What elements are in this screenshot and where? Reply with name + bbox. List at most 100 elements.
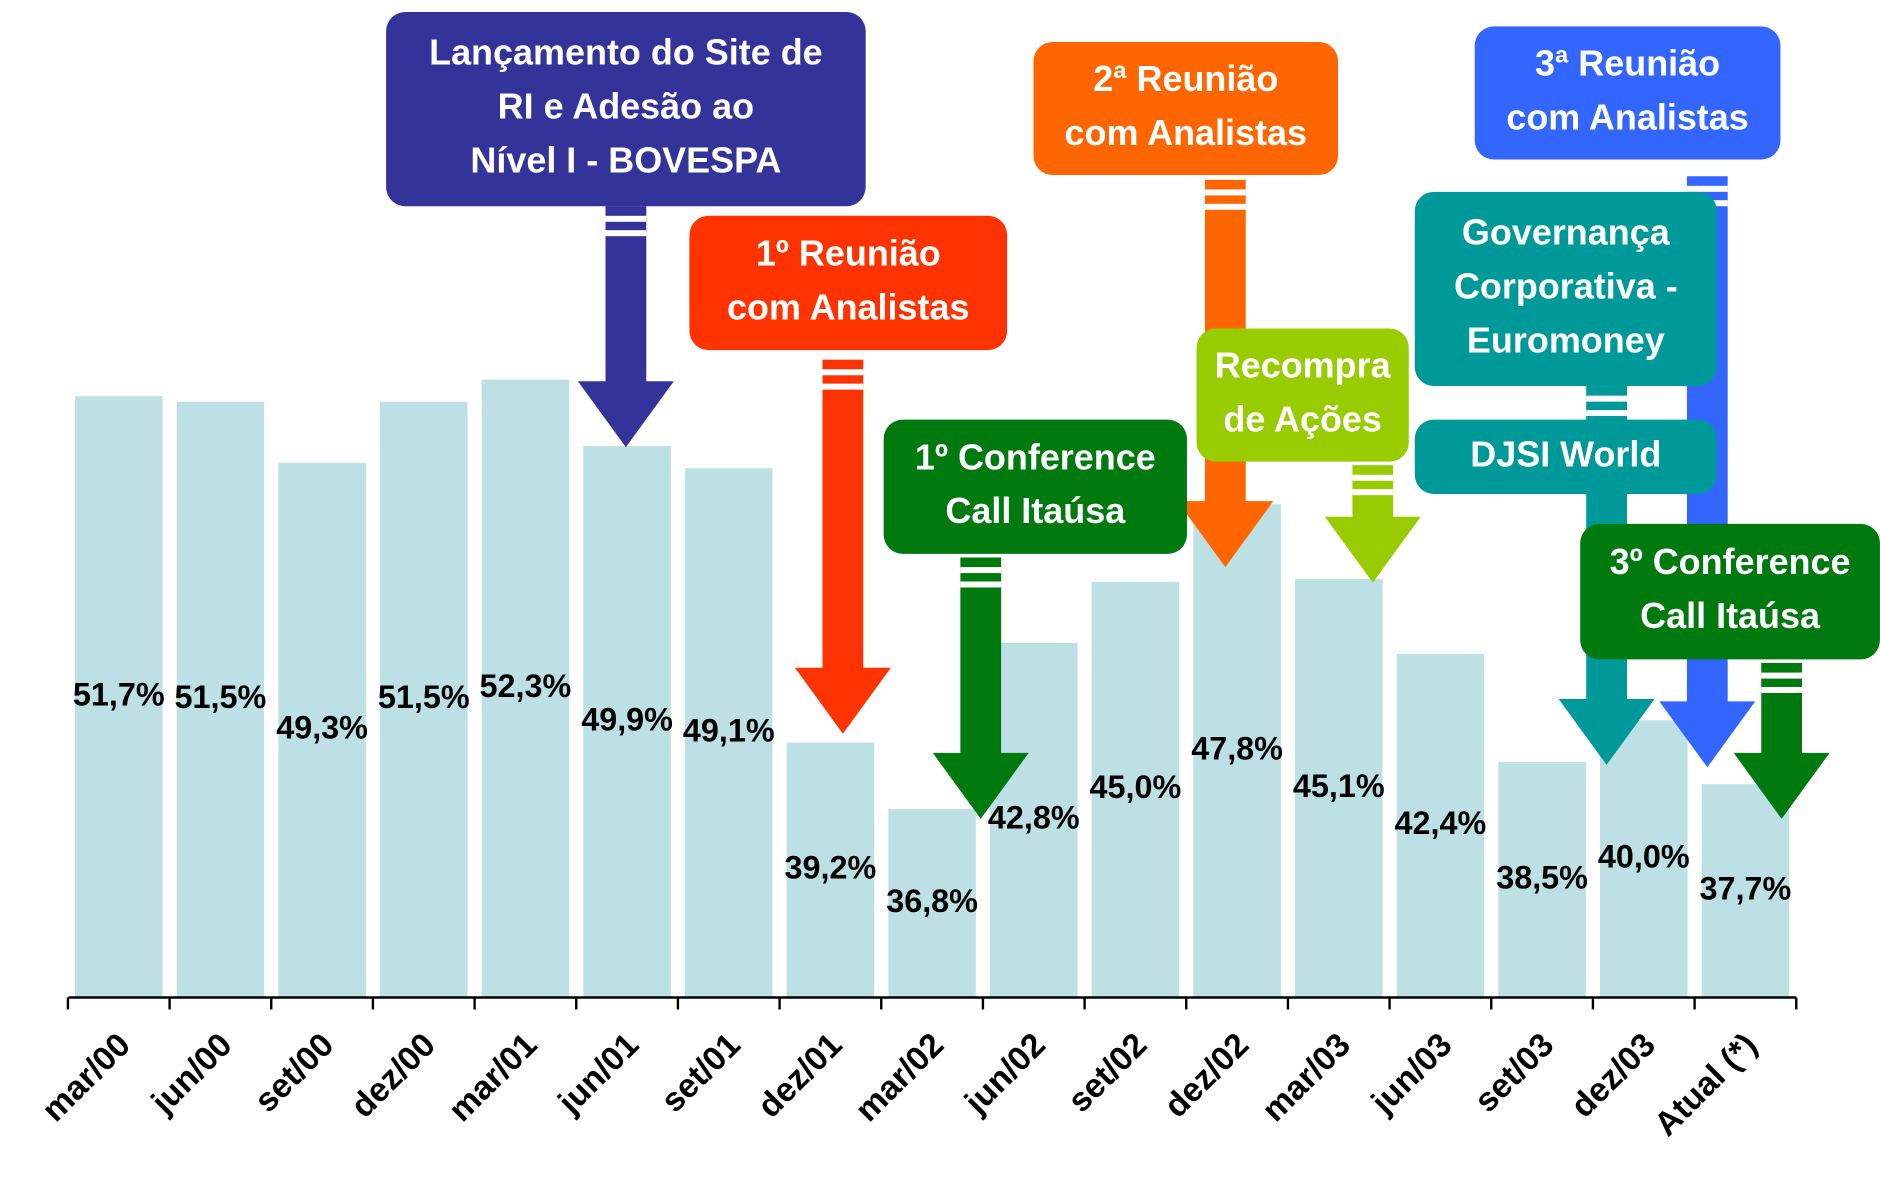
annotation-text: com Analistas: [1506, 96, 1748, 137]
arrow-stripe: [605, 215, 647, 222]
bar: [1701, 784, 1790, 998]
annotation: Recompra de Ações: [1196, 328, 1409, 462]
value-label: 51,5%: [378, 679, 470, 715]
arrow-stripe: [605, 230, 647, 237]
value-label: 49,3%: [276, 710, 368, 746]
bar: [1091, 581, 1180, 998]
annotation-text: DJSI World: [1470, 433, 1661, 474]
arrow-stripe: [1204, 203, 1246, 210]
x-tick-label: mar/02: [849, 1026, 952, 1129]
annotation-text: Call Itaúsa: [945, 490, 1126, 531]
arrow-head: [932, 752, 1029, 819]
x-tick-label: set/01: [654, 1026, 747, 1119]
bar: [1498, 761, 1586, 998]
annotation: 2ª Reunião com Analistas: [1033, 41, 1339, 176]
annotation-text: 3ª Reunião: [1535, 42, 1720, 83]
value-label: 39,2%: [785, 850, 877, 886]
x-tick-label: dez/02: [1158, 1026, 1257, 1125]
value-label: 52,3%: [480, 668, 572, 704]
arrow-head: [1558, 698, 1655, 765]
value-label: 51,7%: [73, 676, 165, 712]
arrow-stripe: [1352, 489, 1394, 496]
annotation-text: com Analistas: [727, 286, 969, 327]
annotation-text: 1º Reunião: [756, 232, 941, 273]
annotation-text: Corporativa -: [1454, 265, 1678, 306]
bar: [684, 468, 773, 998]
arrow-stripe: [1686, 185, 1728, 192]
bar: [1396, 653, 1485, 998]
arrow-head: [1659, 701, 1756, 768]
arrow-stem: [960, 557, 1002, 755]
arrow-stripe: [822, 369, 864, 376]
annotation: DJSI World: [1414, 419, 1717, 494]
x-tick-label: jun/00: [144, 1026, 239, 1121]
annotation-box: [1580, 523, 1880, 660]
bar: [1294, 579, 1383, 998]
bar: [989, 642, 1078, 998]
bar: [1599, 720, 1688, 998]
annotation-text: Euromoney: [1467, 319, 1665, 360]
annotation: Governança Corporativa - Euromoney: [1414, 191, 1717, 387]
annotation: Lançamento do Site de RI e Adesão ao Nível…: [386, 11, 866, 207]
x-tick-label: jun/01: [551, 1026, 646, 1121]
value-label: 42,4%: [1395, 805, 1487, 841]
annotation-text: Governança: [1462, 211, 1671, 252]
x-tick-label: Atual (*): [1647, 1026, 1764, 1143]
arrow-head: [1324, 516, 1421, 583]
arrow-stripe: [822, 383, 864, 390]
annotation-box: [1414, 419, 1717, 494]
x-tick-label: set/02: [1061, 1026, 1154, 1119]
annotation-text: 3º Conference: [1610, 541, 1851, 582]
x-tick-label: set/00: [248, 1026, 341, 1119]
value-label: 40,0%: [1598, 838, 1690, 874]
x-tick-label: dez/00: [344, 1026, 443, 1125]
value-label: 36,8%: [886, 883, 978, 919]
annotation-text: Recompra: [1215, 345, 1392, 386]
x-tick-label: dez/01: [751, 1026, 850, 1125]
value-label: 49,9%: [581, 701, 673, 737]
arrow-stripe: [1586, 410, 1627, 417]
x-tick-label: dez/03: [1564, 1026, 1663, 1125]
value-label: 49,1%: [683, 712, 775, 748]
annotation-text: 2ª Reunião: [1093, 58, 1278, 99]
annotation-box: [883, 419, 1187, 554]
arrow-stripe: [960, 581, 1002, 588]
value-label: 47,8%: [1191, 730, 1283, 766]
bar: [583, 446, 671, 998]
bar: [1193, 504, 1281, 998]
annotation: 3ª Reunião com Analistas: [1474, 26, 1781, 160]
arrow-stripe: [1761, 672, 1803, 679]
bar: [176, 401, 265, 998]
annotation-boxes: Lançamento do Site de RI e Adesão ao Nível…: [386, 11, 1880, 660]
annotation-box: [1196, 328, 1409, 462]
bar: [888, 809, 976, 998]
annotation-box: [689, 215, 1008, 351]
x-tick-label: mar/01: [442, 1026, 545, 1129]
annotation-text: Call Itaúsa: [1640, 595, 1821, 636]
arrow-head: [1733, 752, 1830, 819]
x-tick-label: mar/03: [1255, 1026, 1358, 1129]
annotation-text: Nível I - BOVESPA: [470, 140, 781, 181]
annotation-text: RI e Adesão ao: [498, 86, 754, 127]
value-label: 38,5%: [1496, 859, 1588, 895]
annotation: 1º Conference Call Itaúsa: [883, 419, 1187, 554]
value-label: 37,7%: [1700, 870, 1792, 906]
arrow-stripe: [1204, 189, 1246, 196]
annotation-box: [1414, 191, 1717, 387]
bar: [481, 379, 570, 998]
arrow-head: [577, 381, 674, 448]
value-label: 51,5%: [175, 679, 267, 715]
arrow-head: [1177, 501, 1274, 568]
bar: [379, 401, 468, 998]
arrow-stripe: [1761, 686, 1803, 693]
arrow-stripe: [960, 567, 1002, 574]
annotation-text: 1º Conference: [915, 436, 1156, 477]
x-tick-label: set/03: [1468, 1026, 1561, 1119]
x-tick-label: jun/03: [1364, 1026, 1459, 1121]
x-tick-label: jun/02: [957, 1026, 1052, 1121]
arrow-stem: [822, 359, 864, 669]
arrow-stripe: [1586, 395, 1627, 402]
annotation: 1º Reunião com Analistas: [689, 215, 1008, 351]
annotation: 3º Conference Call Itaúsa: [1580, 523, 1880, 660]
